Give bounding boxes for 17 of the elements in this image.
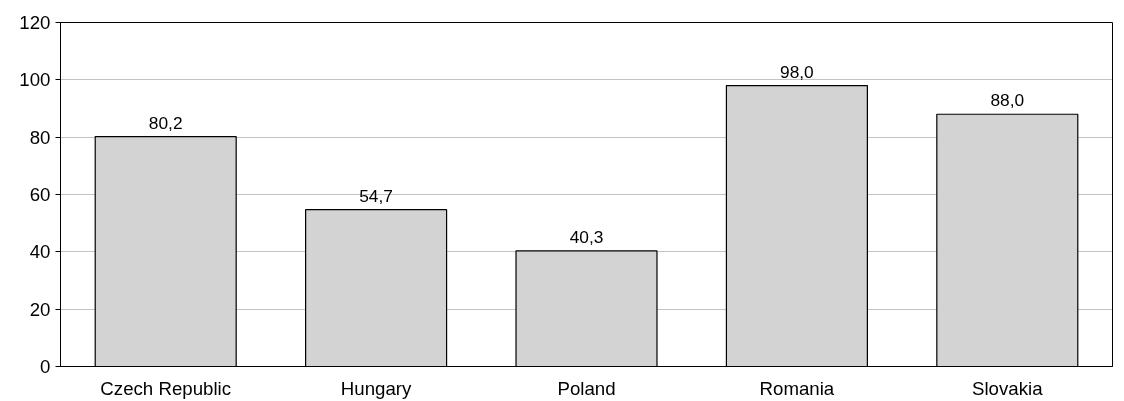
x-tick-label: Poland: [557, 377, 616, 399]
data-label: 54,7: [359, 185, 393, 206]
y-tick-label: 20: [29, 298, 51, 320]
data-label: 40,3: [569, 226, 604, 247]
x-tick-label: Czech Republic: [100, 377, 232, 399]
data-label: 98,0: [780, 61, 814, 82]
x-tick-label: Romania: [759, 377, 835, 399]
y-tick-label: 0: [40, 356, 51, 377]
data-label: 80,2: [148, 112, 183, 133]
y-tick-label: 120: [19, 12, 51, 33]
x-tick-label: Slovakia: [972, 377, 1044, 399]
y-tick-label: 80: [29, 126, 51, 148]
data-label: 88,0: [990, 90, 1025, 111]
y-tick-label: 60: [29, 184, 51, 205]
x-tick-label: Hungary: [340, 377, 413, 399]
y-tick-label: 40: [29, 241, 51, 263]
y-tick-label: 100: [19, 69, 51, 91]
